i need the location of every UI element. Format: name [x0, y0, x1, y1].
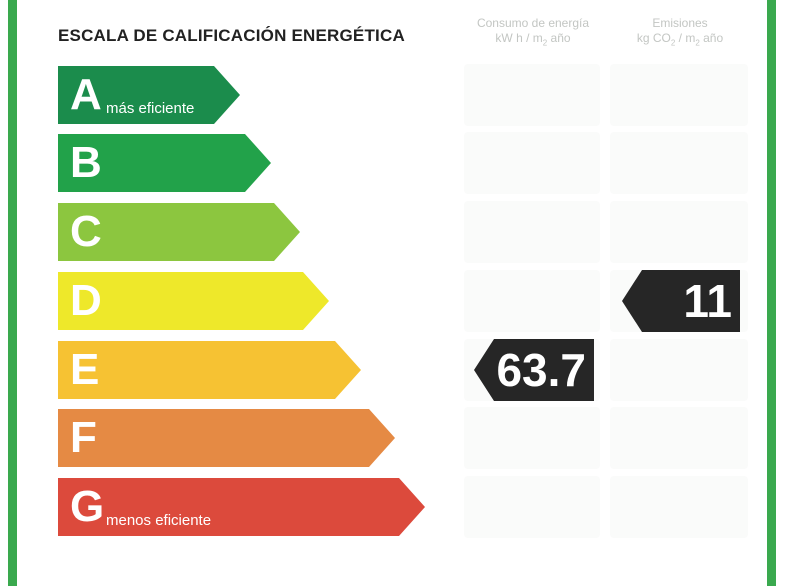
emissions-cell [610, 201, 748, 263]
band-letter: B [70, 138, 102, 187]
band-arrow-shape [58, 341, 361, 399]
band-label: más eficiente [106, 100, 195, 117]
energy-cell [464, 64, 600, 126]
band-letter: G [70, 482, 105, 531]
emissions-cell [610, 339, 748, 401]
band-arrow-shape [58, 478, 425, 536]
energy-rating-value: 63.7 [496, 344, 586, 396]
band-arrow-shape [58, 66, 240, 124]
band-arrow-shape [58, 203, 300, 261]
band-arrow-shape [58, 134, 271, 192]
band-arrow-shape [58, 272, 329, 330]
band-letter: C [70, 207, 102, 256]
emissions-cell [610, 476, 748, 538]
rating-band-c: C [58, 203, 300, 261]
energy-rating-marker: 63.7 [474, 339, 594, 401]
band-letter: E [70, 345, 100, 394]
emissions-cell [610, 132, 748, 194]
band-letter: D [70, 276, 102, 325]
energy-cell [464, 270, 600, 332]
rating-band-f: F [58, 409, 395, 467]
emissions-rating-marker: 11 [622, 270, 740, 332]
label-frame [8, 0, 776, 586]
energy-cell [464, 476, 600, 538]
energy-header-line1: Consumo de energía [476, 16, 590, 30]
page-title: ESCALA DE CALIFICACIÓN ENERGÉTICA [58, 26, 405, 45]
emissions-header-line2: kg CO2 / m2 año [636, 31, 724, 48]
band-letter: A [70, 70, 102, 119]
emissions-cell [610, 64, 748, 126]
rating-band-b: B [58, 134, 271, 192]
energy-cell [464, 407, 600, 469]
rating-band-e: E [58, 341, 361, 399]
marker-shape [622, 270, 740, 332]
band-letter: F [70, 413, 97, 462]
emissions-header-line1: Emisiones [652, 16, 708, 30]
energy-cell [464, 132, 600, 194]
emissions-column-header: Emisiones kg CO2 / m2 año [608, 16, 752, 50]
energy-cell [464, 201, 600, 263]
band-arrow-shape [58, 409, 395, 467]
marker-shape [474, 339, 594, 401]
emissions-cell [610, 407, 748, 469]
emissions-rating-value: 11 [683, 275, 732, 327]
rating-band-d: D [58, 272, 329, 330]
energy-header-line2: kW h / m2 año [495, 31, 571, 48]
energy-column-header: Consumo de energía kW h / m2 año [462, 16, 604, 50]
band-label: menos eficiente [106, 512, 212, 529]
